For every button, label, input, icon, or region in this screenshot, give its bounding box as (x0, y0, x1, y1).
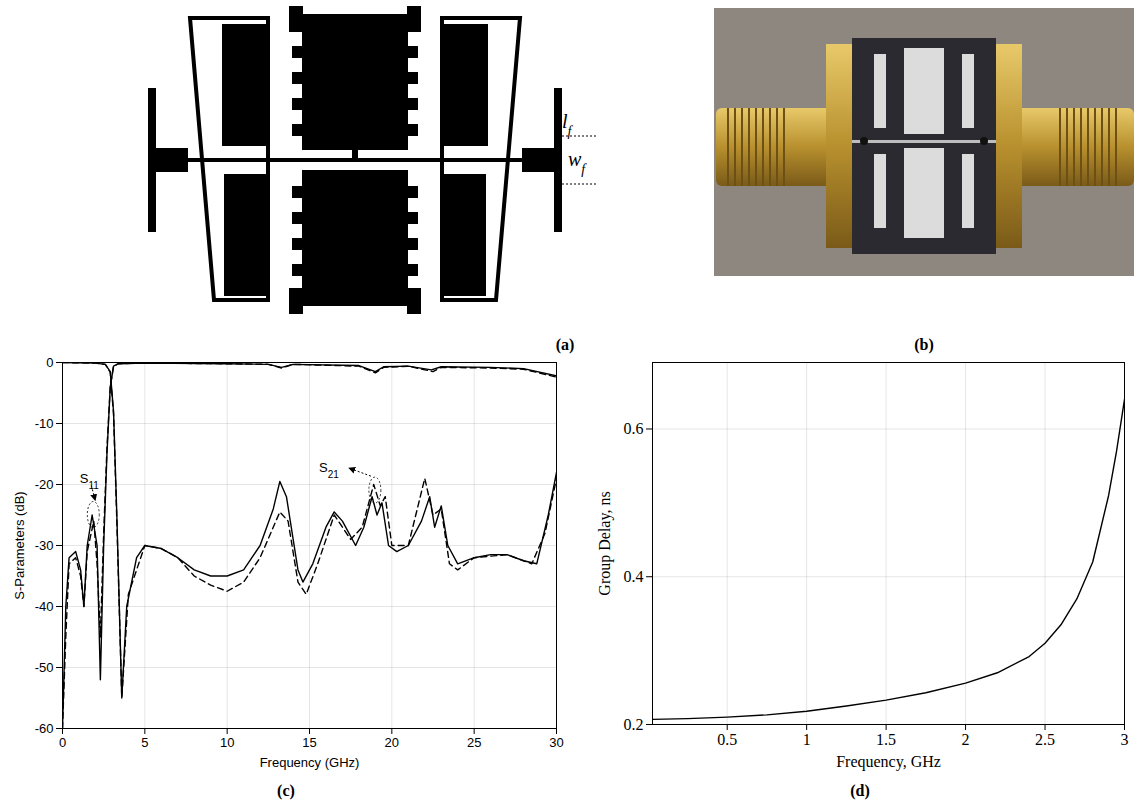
svg-text:15: 15 (302, 735, 316, 750)
svg-text:0.4: 0.4 (624, 568, 644, 585)
svg-text:3: 3 (1121, 731, 1129, 748)
svg-text:-10: -10 (35, 416, 54, 431)
svg-text:lf: lf (562, 110, 574, 139)
svg-text:1.5: 1.5 (876, 731, 896, 748)
svg-text:0: 0 (59, 735, 66, 750)
svg-text:20: 20 (385, 735, 399, 750)
html-text:(d): (d) (850, 782, 870, 799)
svg-text:-40: -40 (35, 599, 54, 614)
html-text:(c): (c) (277, 782, 295, 799)
svg-text:Frequency (GHz): Frequency (GHz) (260, 755, 360, 770)
svg-text:-50: -50 (35, 660, 54, 675)
svg-text:-20: -20 (35, 477, 54, 492)
svg-text:25: 25 (467, 735, 481, 750)
html-text:(b): (b) (914, 336, 934, 353)
svg-text:Group Delay, ns: Group Delay, ns (596, 491, 614, 595)
svg-text:wf: wf (568, 148, 587, 177)
svg-text:30: 30 (549, 735, 563, 750)
svg-text:-30: -30 (35, 538, 54, 553)
svg-text:S11: S11 (80, 471, 99, 491)
svg-text:2: 2 (962, 731, 970, 748)
svg-text:0: 0 (46, 355, 53, 370)
svg-text:Frequency, GHz: Frequency, GHz (836, 753, 941, 771)
svg-text:S-Parameters (dB): S-Parameters (dB) (12, 491, 27, 599)
svg-text:0.5: 0.5 (717, 731, 737, 748)
svg-text:2.5: 2.5 (1035, 731, 1055, 748)
svg-text:S21: S21 (319, 460, 339, 480)
svg-text:0.6: 0.6 (624, 420, 644, 437)
html-text:(a): (a) (555, 336, 575, 353)
svg-text:0.2: 0.2 (624, 716, 644, 733)
svg-text:5: 5 (141, 735, 148, 750)
svg-text:-60: -60 (35, 721, 54, 736)
svg-text:1: 1 (803, 731, 811, 748)
svg-text:10: 10 (220, 735, 234, 750)
